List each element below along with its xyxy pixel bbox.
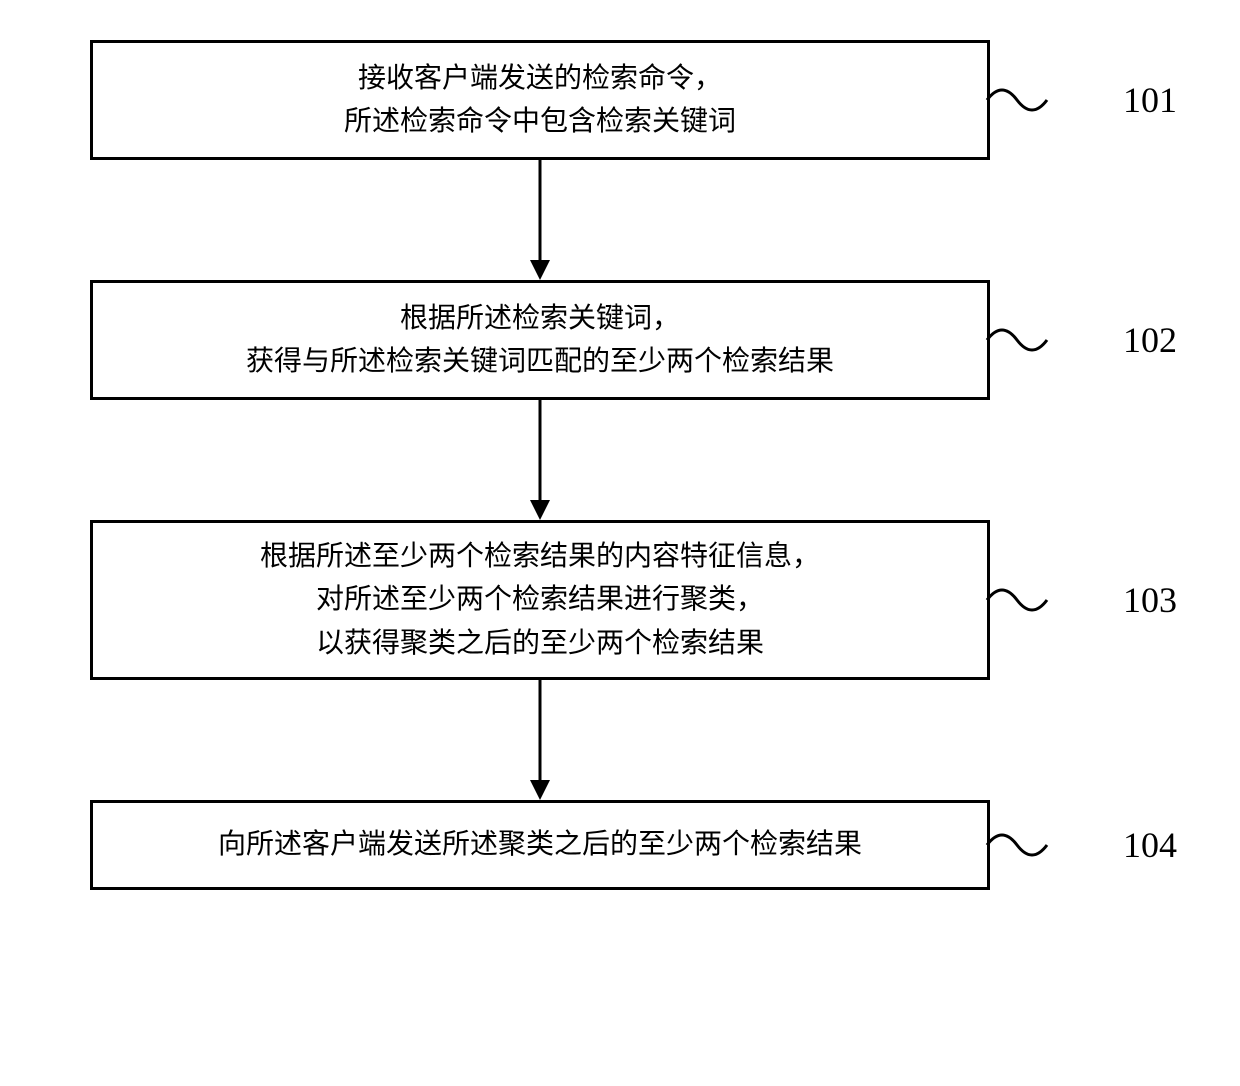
flowchart-step-103: 根据所述至少两个检索结果的内容特征信息， 对所述至少两个检索结果进行聚类， 以获… — [90, 520, 990, 680]
step-line: 接收客户端发送的检索命令， — [344, 57, 736, 100]
step-line: 对所述至少两个检索结果进行聚类， — [260, 578, 820, 621]
step-line: 根据所述至少两个检索结果的内容特征信息， — [260, 535, 820, 578]
step-line: 向所述客户端发送所述聚类之后的至少两个检索结果 — [218, 823, 862, 866]
flowchart-step-102: 根据所述检索关键词， 获得与所述检索关键词匹配的至少两个检索结果 102 — [90, 280, 990, 400]
connector-wave — [987, 70, 1107, 130]
flowchart-arrow — [90, 680, 990, 800]
connector-wave — [987, 310, 1107, 370]
flowchart-step-104: 向所述客户端发送所述聚类之后的至少两个检索结果 104 — [90, 800, 990, 890]
step-label: 104 — [1123, 824, 1177, 866]
step-text: 根据所述检索关键词， 获得与所述检索关键词匹配的至少两个检索结果 — [246, 297, 834, 384]
connector-wave — [987, 815, 1107, 875]
step-label: 102 — [1123, 319, 1177, 361]
connector-wave — [987, 570, 1107, 630]
step-line: 获得与所述检索关键词匹配的至少两个检索结果 — [246, 340, 834, 383]
flowchart-container: 接收客户端发送的检索命令， 所述检索命令中包含检索关键词 101 根据所述检索关… — [60, 40, 1180, 890]
step-label: 103 — [1123, 579, 1177, 621]
step-label: 101 — [1123, 79, 1177, 121]
flowchart-step-101: 接收客户端发送的检索命令， 所述检索命令中包含检索关键词 101 — [90, 40, 990, 160]
step-text: 根据所述至少两个检索结果的内容特征信息， 对所述至少两个检索结果进行聚类， 以获… — [260, 535, 820, 665]
step-text: 接收客户端发送的检索命令， 所述检索命令中包含检索关键词 — [344, 57, 736, 144]
step-line: 根据所述检索关键词， — [246, 297, 834, 340]
step-text: 向所述客户端发送所述聚类之后的至少两个检索结果 — [218, 823, 862, 866]
flowchart-arrow — [90, 400, 990, 520]
flowchart-arrow — [90, 160, 990, 280]
step-line: 所述检索命令中包含检索关键词 — [344, 100, 736, 143]
step-line: 以获得聚类之后的至少两个检索结果 — [260, 622, 820, 665]
